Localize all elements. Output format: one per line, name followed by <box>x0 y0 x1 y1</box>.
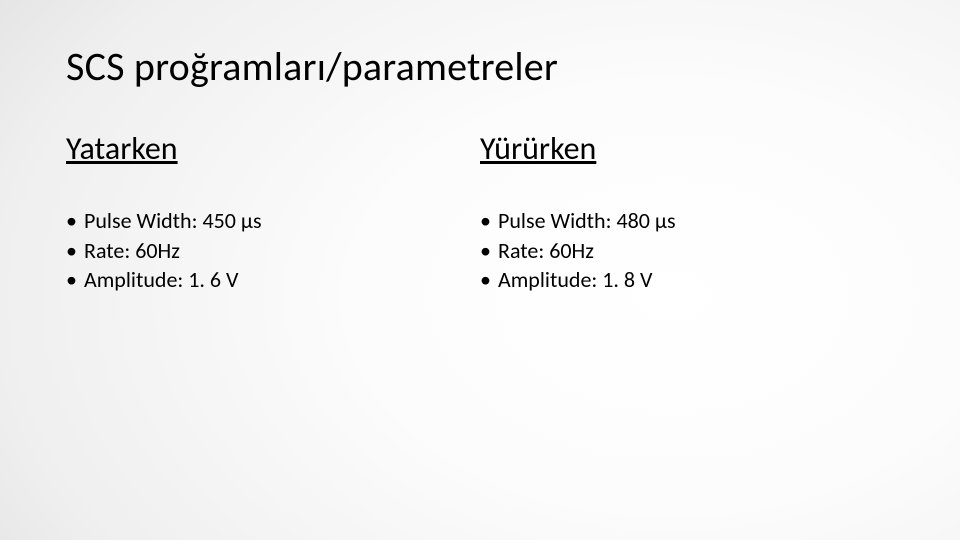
list-item: Amplitude: 1. 8 V <box>480 265 894 295</box>
slide-title: SCS proğramları/parametreler <box>66 42 894 91</box>
list-item: Amplitude: 1. 6 V <box>66 265 480 295</box>
column-heading-1: Yatarken <box>66 129 480 168</box>
list-item: Pulse Width: 450 µs <box>66 206 480 236</box>
slide: SCS proğramları/parametreler Yatarken Pu… <box>0 0 960 540</box>
param-list-1: Pulse Width: 450 µs Rate: 60Hz Amplitude… <box>66 206 480 295</box>
column-heading-2: Yürürken <box>480 129 894 168</box>
column-right: Yürürken Pulse Width: 480 µs Rate: 60Hz … <box>480 129 894 295</box>
list-item: Rate: 60Hz <box>66 236 480 266</box>
list-item: Pulse Width: 480 µs <box>480 206 894 236</box>
columns-container: Yatarken Pulse Width: 450 µs Rate: 60Hz … <box>66 129 894 295</box>
list-item: Rate: 60Hz <box>480 236 894 266</box>
column-left: Yatarken Pulse Width: 450 µs Rate: 60Hz … <box>66 129 480 295</box>
param-list-2: Pulse Width: 480 µs Rate: 60Hz Amplitude… <box>480 206 894 295</box>
